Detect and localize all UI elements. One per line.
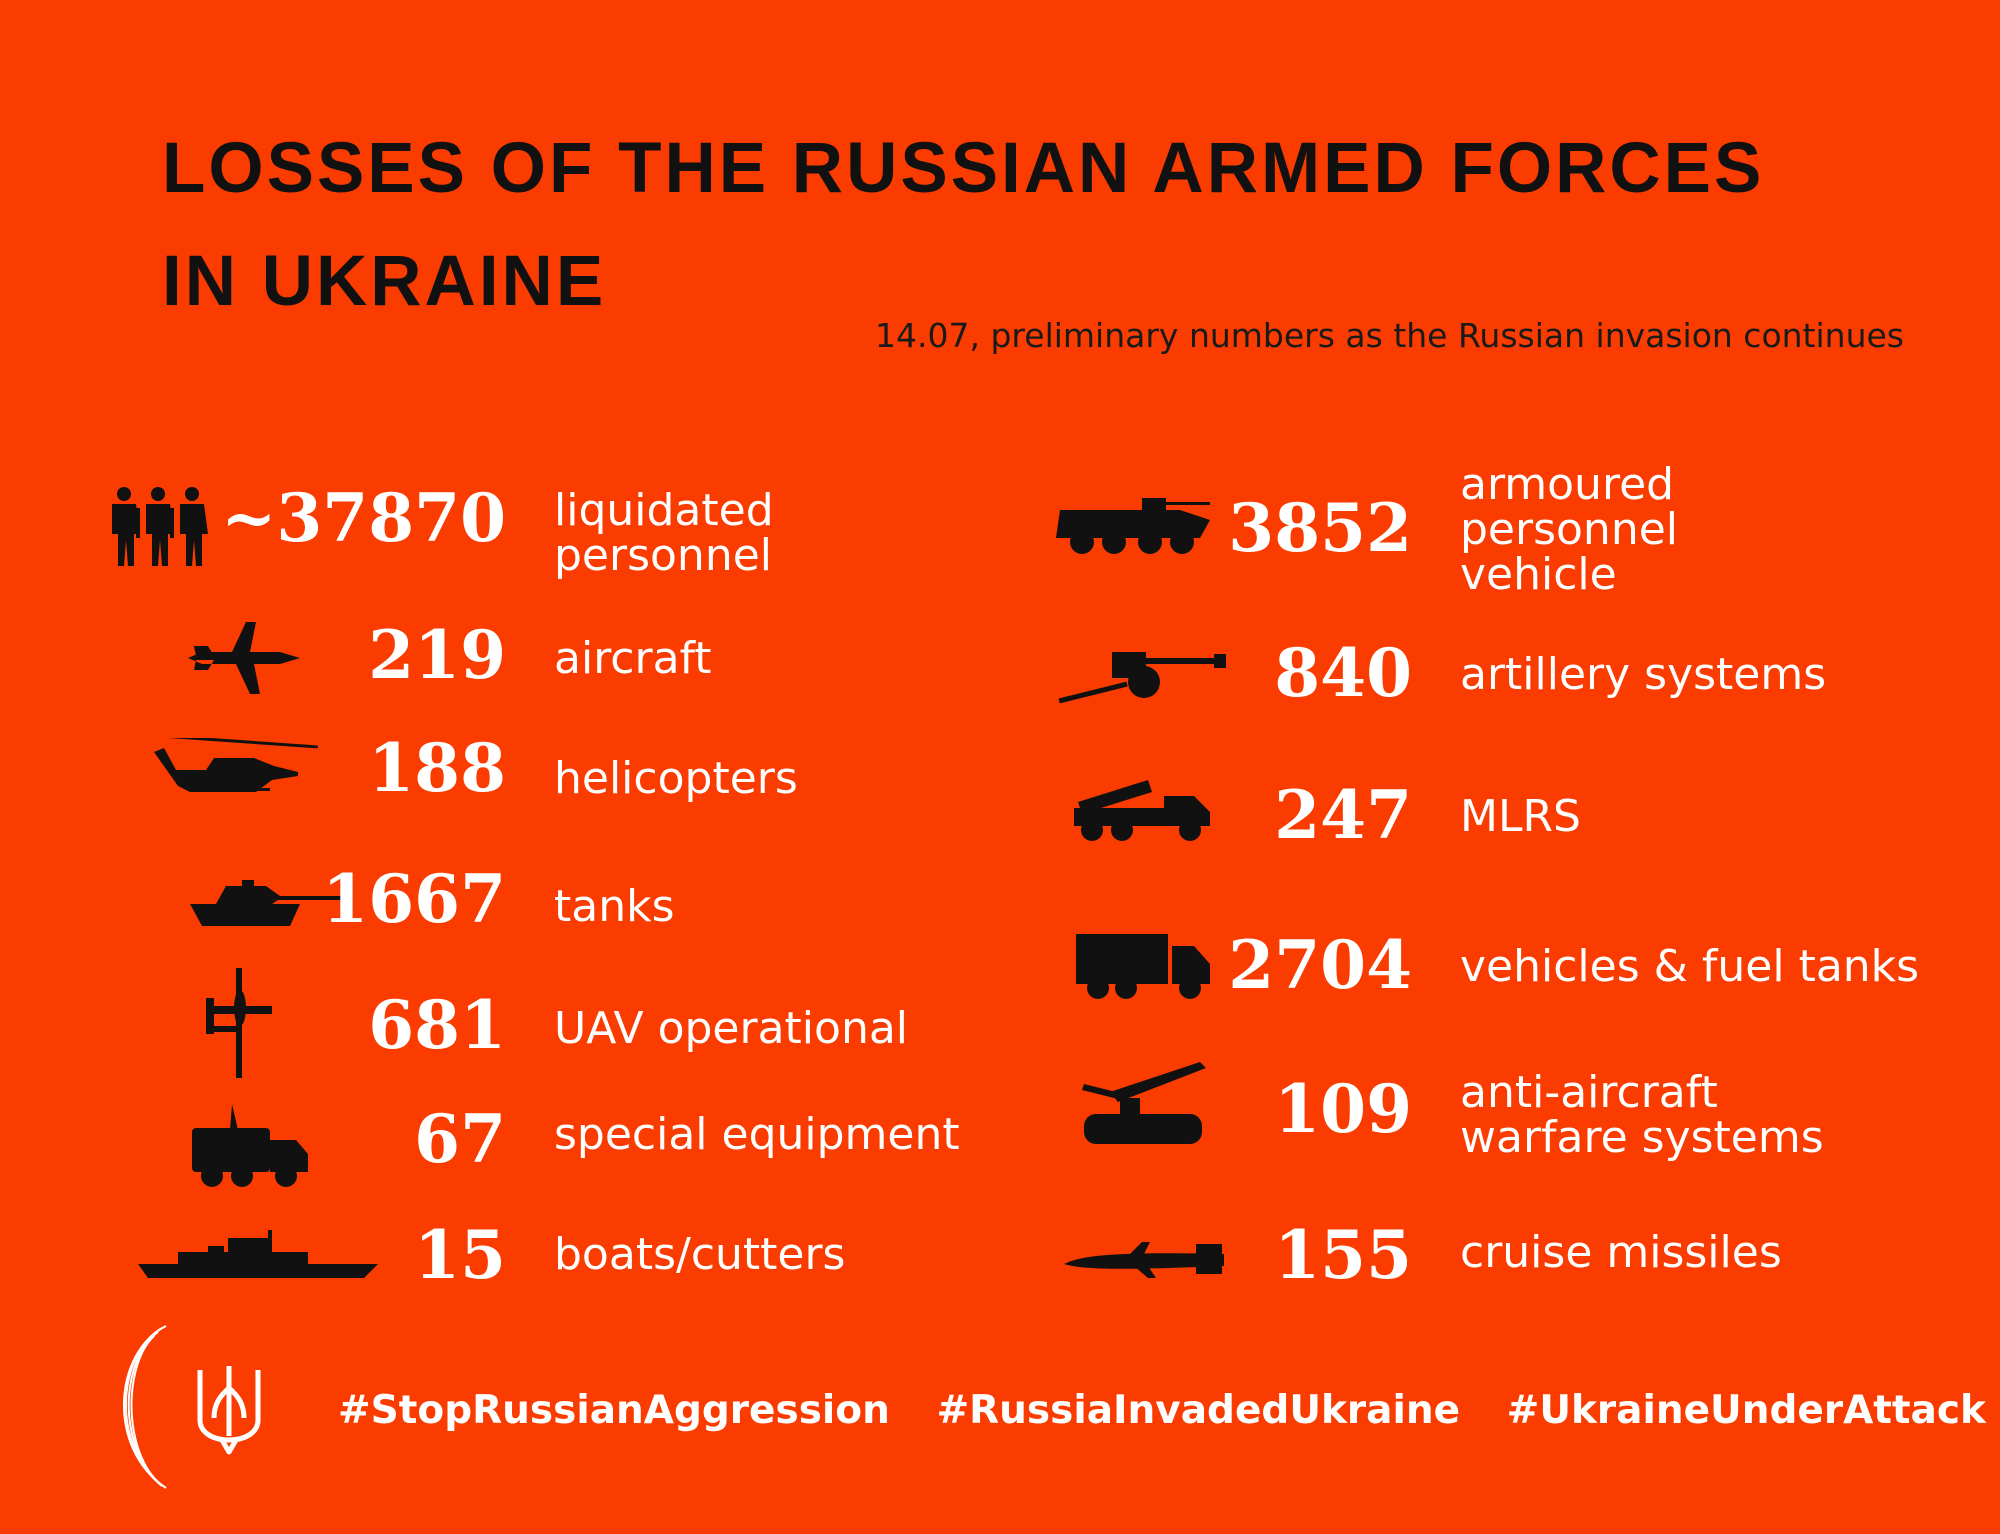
hashtags-row: #StopRussianAggression #RussiaInvadedUkr…	[338, 1388, 2000, 1433]
ministry-arc-logo-icon	[104, 1324, 170, 1490]
stat-value-tanks: 1667	[322, 860, 506, 938]
stat-value-uav: 681	[368, 986, 506, 1064]
stat-label-artillery: artillery systems	[1460, 652, 1826, 697]
stat-value-mlrs: 247	[1274, 776, 1412, 854]
stat-label-line: personnel	[1460, 504, 1679, 555]
hashtag-link[interactable]: #RussiaInvadedUkraine	[936, 1388, 1461, 1433]
stat-label-personnel: liquidated personnel	[554, 488, 774, 578]
stat-value-special-equipment: 67	[414, 1100, 506, 1178]
stat-label-line: MLRS	[1460, 791, 1581, 842]
stat-label-line: liquidated	[554, 485, 774, 536]
stat-value-personnel: ~37870	[221, 479, 506, 557]
stat-label-uav: UAV operational	[554, 1006, 908, 1051]
page-subtitle: 14.07, preliminary numbers as the Russia…	[875, 316, 1904, 355]
stat-value-artillery: 840	[1274, 634, 1412, 712]
stat-value-helicopters: 188	[368, 729, 506, 807]
stat-label-aircraft: aircraft	[554, 636, 712, 681]
stat-label-line: artillery systems	[1460, 649, 1827, 700]
stat-label-vehicles: vehicles & fuel tanks	[1460, 944, 1919, 989]
stat-label-line: helicopters	[554, 753, 798, 804]
tank-icon	[186, 880, 342, 930]
stat-value-cruise-missiles: 155	[1274, 1216, 1412, 1294]
stat-label-boats: boats/cutters	[554, 1232, 845, 1277]
special-vehicle-icon	[190, 1104, 310, 1188]
stat-label-mlrs: MLRS	[1460, 794, 1581, 839]
stat-label-line: warfare systems	[1460, 1112, 1824, 1163]
jet-fighter-icon	[188, 618, 300, 698]
helicopter-icon	[150, 738, 322, 798]
stat-label-line: tanks	[554, 881, 675, 932]
stat-label-anti-aircraft: anti-aircraft warfare systems	[1460, 1070, 1824, 1160]
stat-label-line: boats/cutters	[554, 1229, 846, 1280]
stat-label-helicopters: helicopters	[554, 756, 798, 801]
truck-icon	[1076, 932, 1212, 1000]
stat-label-cruise-missiles: cruise missiles	[1460, 1230, 1782, 1275]
stat-label-line: vehicle	[1460, 549, 1617, 600]
stat-value-vehicles: 2704	[1228, 926, 1412, 1004]
stat-label-special-equipment: special equipment	[554, 1112, 960, 1157]
page-title-line-2: IN UKRAINE	[162, 242, 607, 321]
anti-aircraft-icon	[1080, 1054, 1208, 1148]
stat-label-line: vehicles & fuel tanks	[1460, 941, 1920, 992]
hashtag-link[interactable]: #UkraineUnderAttack	[1506, 1388, 1986, 1433]
drone-icon	[204, 968, 274, 1078]
stat-value-apc: 3852	[1228, 489, 1412, 567]
mlrs-truck-icon	[1072, 778, 1212, 842]
hashtag-link[interactable]: #StopRussianAggression	[338, 1388, 890, 1433]
stat-value-boats: 15	[414, 1216, 506, 1294]
trident-emblem-icon	[194, 1362, 264, 1456]
stat-label-line: personnel	[554, 530, 773, 581]
stat-value-anti-aircraft: 109	[1274, 1070, 1412, 1148]
warship-icon	[138, 1230, 378, 1280]
stat-label-line: cruise missiles	[1460, 1227, 1782, 1278]
soldiers-icon	[106, 486, 212, 566]
stat-label-line: UAV operational	[554, 1003, 909, 1054]
page-title-line-1: LOSSES OF THE RUSSIAN ARMED FORCES	[162, 129, 1765, 208]
stat-value-aircraft: 219	[368, 616, 506, 694]
stat-label-tanks: tanks	[554, 884, 675, 929]
page-title: LOSSES OF THE RUSSIAN ARMED FORCES IN UK…	[162, 112, 1764, 338]
apc-icon	[1052, 496, 1220, 556]
stat-label-line: special equipment	[554, 1109, 960, 1160]
stat-label-line: aircraft	[554, 633, 712, 684]
stat-label-line: armoured	[1460, 459, 1675, 510]
cruise-missile-icon	[1064, 1240, 1226, 1280]
stat-label-apc: armoured personnel vehicle	[1460, 462, 1678, 597]
stat-label-line: anti-aircraft	[1460, 1067, 1718, 1118]
artillery-icon	[1058, 646, 1228, 704]
